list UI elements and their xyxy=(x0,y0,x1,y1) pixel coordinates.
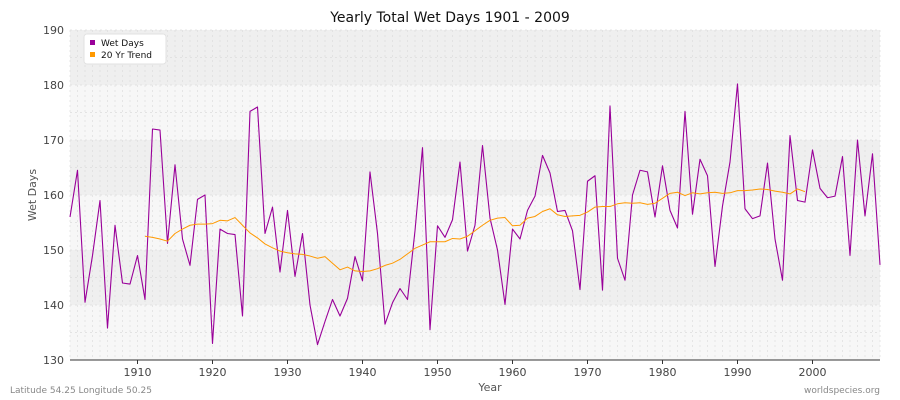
y-tick-label: 190 xyxy=(43,24,64,37)
footer-coordinates: Latitude 54.25 Longitude 50.25 xyxy=(10,386,152,396)
legend-label-trend: 20 Yr Trend xyxy=(101,51,152,61)
y-tick-labels: 130 140 150 160 170 180 190 xyxy=(43,24,64,367)
series-line-wet-days xyxy=(69,83,881,346)
y-axis-label: Wet Days xyxy=(26,169,39,222)
x-tick-label: 1970 xyxy=(574,366,602,379)
y-tick-label: 160 xyxy=(43,189,64,202)
series-layer xyxy=(69,83,881,346)
y-tick-label: 140 xyxy=(43,299,64,312)
y-tick-label: 180 xyxy=(43,79,64,92)
x-tick-label: 1920 xyxy=(199,366,227,379)
legend-label-wet-days: Wet Days xyxy=(101,39,144,49)
legend-box xyxy=(83,33,167,65)
chart-title: Yearly Total Wet Days 1901 - 2009 xyxy=(329,10,570,26)
x-tick-label: 1990 xyxy=(724,366,752,379)
x-tick-label: 2000 xyxy=(799,366,827,379)
x-tick-label: 1910 xyxy=(124,366,152,379)
legend-swatch-trend xyxy=(90,52,95,57)
y-tick-label: 170 xyxy=(43,134,64,147)
x-tick-labels: 1910 1920 1930 1940 1950 1960 1970 1980 1990 2000 xyxy=(124,366,827,379)
x-tick-label: 1950 xyxy=(424,366,452,379)
x-axis-label: Year xyxy=(477,381,502,394)
series-line-trend xyxy=(144,188,806,272)
y-tick-label: 150 xyxy=(43,244,64,257)
footer-source: worldspecies.org xyxy=(804,386,880,396)
x-tick-label: 1960 xyxy=(499,366,527,379)
legend: Wet Days 20 Yr Trend xyxy=(83,33,167,65)
x-tick-label: 1930 xyxy=(274,366,302,379)
legend-swatch-wet-days xyxy=(90,40,95,45)
axes xyxy=(70,359,880,364)
y-tick-label: 130 xyxy=(43,354,64,367)
x-tick-label: 1940 xyxy=(349,366,377,379)
x-tick-label: 1980 xyxy=(649,366,677,379)
